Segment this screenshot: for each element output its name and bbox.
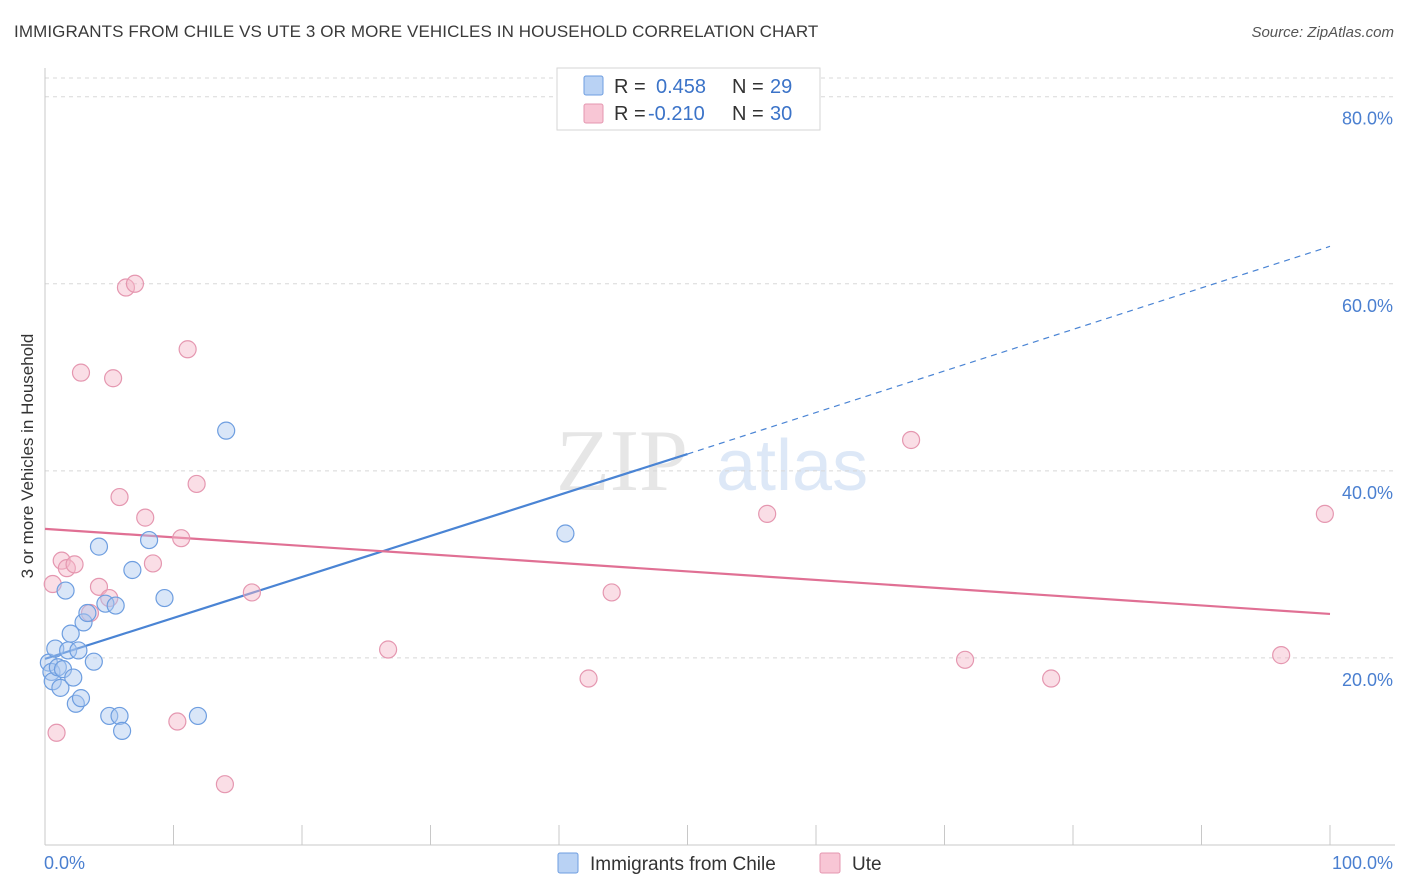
data-points: [39, 274, 1334, 794]
x-tick-label-max: 100.0%: [1332, 853, 1393, 873]
point-ute: [143, 554, 163, 573]
bottom-legend-label-pink: Ute: [852, 854, 882, 875]
legend-r-label-2: R =: [614, 103, 646, 125]
bottom-legend: Immigrants from Chile Ute: [557, 852, 882, 875]
point-chile: [106, 596, 125, 615]
point-ute: [116, 278, 136, 297]
point-chile: [78, 603, 97, 623]
point-ute: [65, 555, 84, 574]
point-ute: [104, 369, 123, 388]
legend-n-label-2: N =: [732, 103, 764, 125]
point-ute: [125, 274, 145, 293]
y-tick-label: 80.0%: [1342, 109, 1393, 129]
legend-n-value-1: 29: [770, 76, 792, 98]
point-chile: [110, 706, 129, 726]
legend-r-label-1: R =: [614, 76, 646, 98]
point-chile: [188, 706, 208, 726]
point-ute: [1272, 646, 1291, 665]
point-ute: [178, 340, 197, 359]
point-ute: [172, 529, 191, 548]
watermark: ZIP atlas: [556, 413, 868, 510]
point-ute: [168, 712, 187, 731]
point-chile: [51, 678, 70, 697]
point-ute: [215, 775, 234, 794]
legend-r-value-2: -0.210: [648, 103, 705, 125]
y-tick-label: 20.0%: [1342, 670, 1393, 690]
point-ute: [378, 640, 398, 659]
legend-swatch-blue: [583, 75, 604, 96]
point-ute: [901, 430, 921, 450]
x-tick-label-min: 0.0%: [44, 853, 85, 873]
point-chile: [556, 524, 575, 543]
point-chile: [100, 706, 119, 726]
point-ute: [187, 474, 206, 494]
watermark-atlas: atlas: [716, 426, 868, 506]
y-tick-label: 40.0%: [1342, 483, 1393, 503]
point-chile: [56, 581, 75, 600]
point-ute: [136, 508, 155, 527]
point-chile: [84, 652, 103, 671]
trend-line-ute: [44, 527, 1331, 616]
legend-n-label-1: N =: [732, 76, 764, 98]
point-ute: [89, 577, 109, 596]
watermark-zip: ZIP: [556, 413, 688, 510]
trend-lines: [44, 245, 1331, 660]
point-chile: [71, 689, 91, 708]
source-label: Source: ZipAtlas.com: [1251, 24, 1394, 41]
axes: 0.0% 100.0%: [44, 68, 1395, 873]
point-ute: [47, 723, 66, 742]
chart-title: IMMIGRANTS FROM CHILE VS UTE 3 OR MORE V…: [14, 22, 819, 41]
trend-line-chile-extension: [687, 245, 1331, 455]
point-chile: [139, 530, 159, 550]
point-ute: [758, 504, 777, 523]
point-ute: [1315, 504, 1334, 523]
point-chile: [74, 613, 93, 632]
point-ute: [1042, 669, 1061, 688]
bottom-legend-label-blue: Immigrants from Chile: [590, 854, 776, 875]
point-ute: [110, 487, 129, 507]
point-ute: [602, 583, 621, 602]
point-chile: [61, 624, 80, 643]
point-chile: [89, 537, 109, 556]
legend-n-value-2: 30: [770, 103, 792, 125]
trend-line-chile: [44, 452, 688, 660]
point-ute: [71, 363, 91, 382]
point-chile: [64, 668, 83, 687]
point-chile: [123, 560, 142, 580]
legend-swatch-pink: [583, 103, 604, 124]
point-ute: [242, 583, 261, 602]
point-chile: [217, 421, 236, 440]
legend: R = 0.458 N = 29 R = -0.210 N = 30: [556, 67, 821, 131]
point-ute: [579, 669, 598, 688]
bottom-legend-swatch-pink: [819, 852, 841, 874]
point-chile: [66, 694, 85, 713]
legend-r-value-1: 0.458: [656, 76, 706, 98]
point-chile: [155, 588, 174, 608]
point-chile: [69, 641, 88, 660]
y-axis-label: 3 or more Vehicles in Household: [18, 334, 37, 579]
point-chile: [112, 721, 132, 740]
bottom-legend-swatch-blue: [557, 852, 579, 874]
point-ute: [955, 650, 975, 669]
y-tick-label: 60.0%: [1342, 296, 1393, 316]
